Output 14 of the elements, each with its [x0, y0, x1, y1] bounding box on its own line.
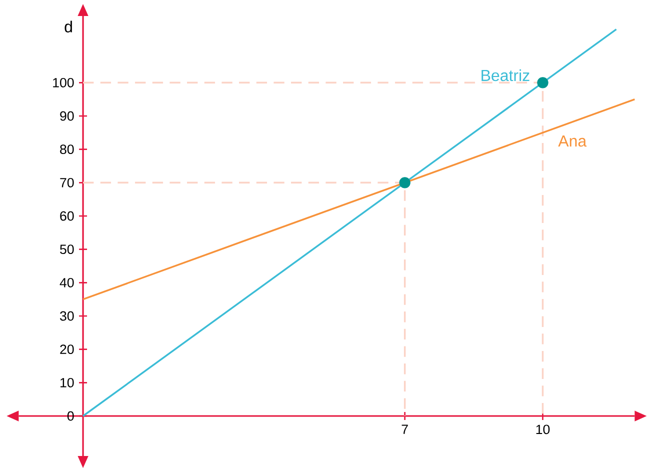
y-tick-label: 30: [60, 311, 74, 321]
y-tick-label: 90: [60, 111, 74, 121]
y-axis-title: d: [64, 20, 72, 32]
series-label: Ana: [558, 136, 587, 147]
y-tick-label: 20: [60, 344, 74, 354]
y-tick-label: 100: [53, 78, 74, 88]
y-tick-label: 60: [60, 211, 74, 221]
series-label: Beatriz: [482, 69, 530, 82]
y-tick-label: 50: [60, 244, 74, 254]
y-tick-label: 40: [60, 278, 74, 288]
y-tick-label: 10: [60, 378, 74, 388]
y-tick-label: 70: [60, 178, 74, 188]
y-tick-label: 80: [60, 144, 74, 154]
x-tick-label: 7: [402, 424, 408, 434]
